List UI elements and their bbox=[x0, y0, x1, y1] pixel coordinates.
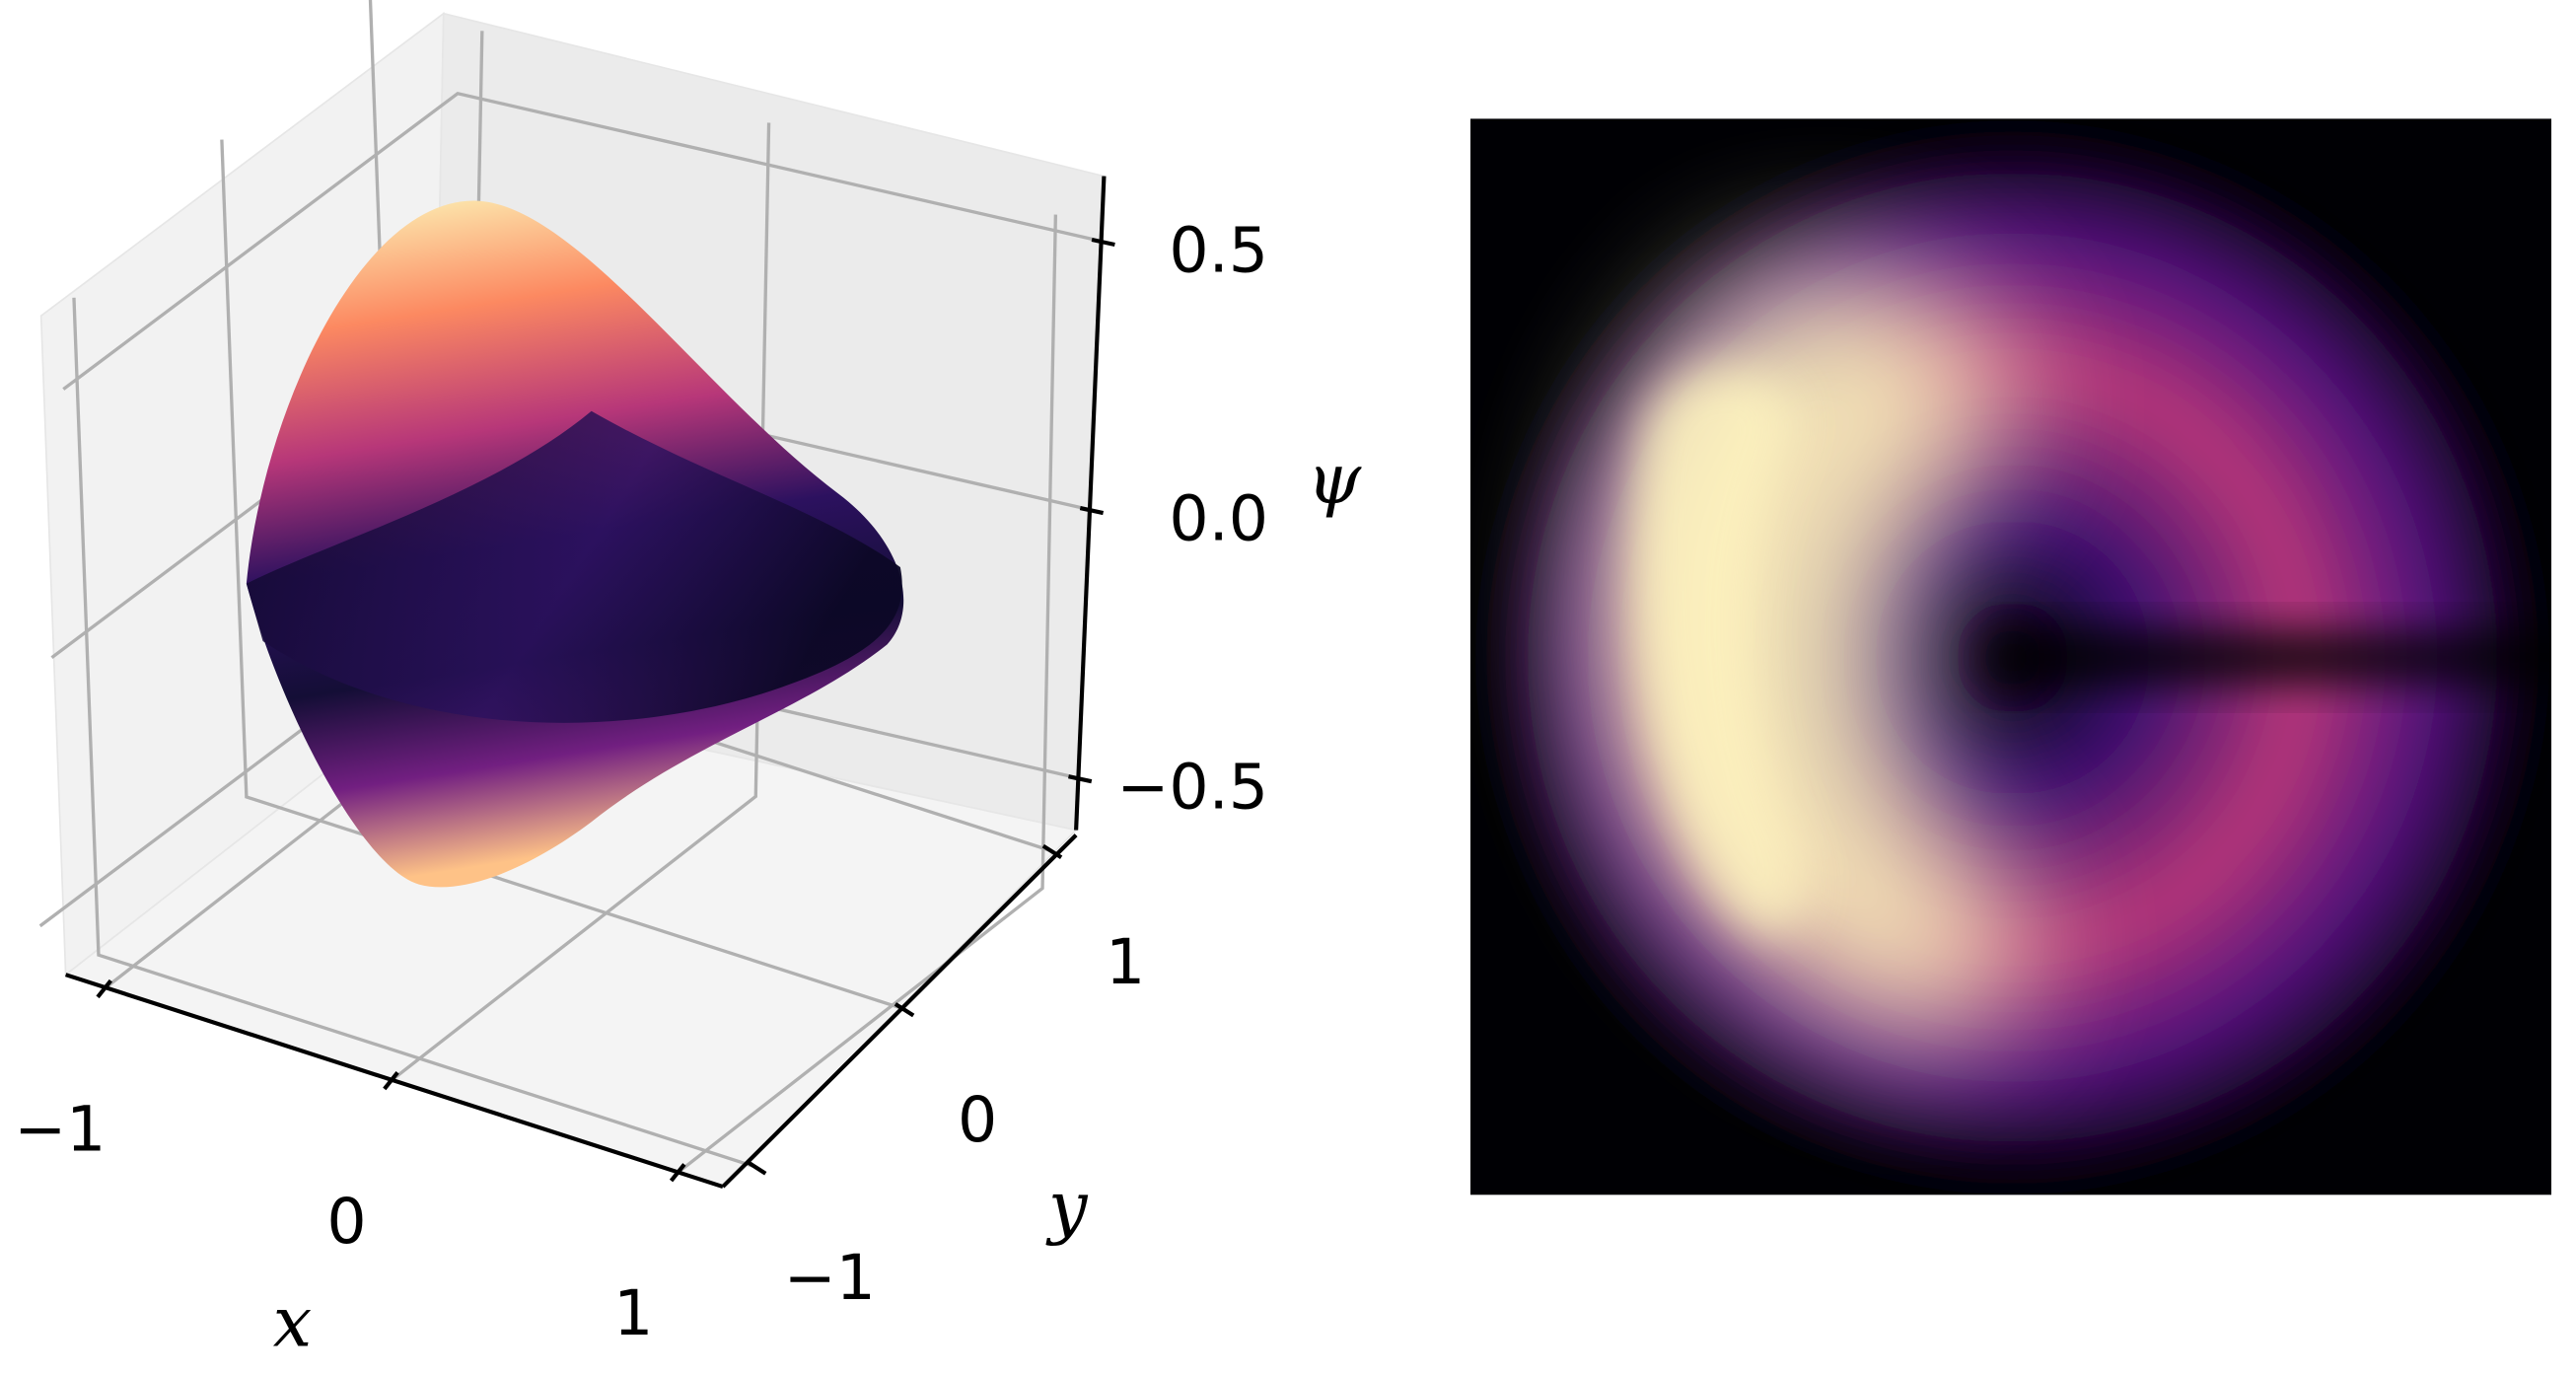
grid-line bbox=[62, 91, 1103, 391]
x-tick-label: −1 bbox=[14, 1093, 106, 1166]
x-tick-label: 0 bbox=[326, 1185, 366, 1258]
axes-3d: −1 0 1 −1 0 1 −0.5 0.0 0.5 bbox=[14, 214, 1268, 1349]
z-tick-label: 0.5 bbox=[1169, 214, 1268, 287]
z-tick-mark bbox=[1068, 774, 1093, 784]
z-axis-label: ψ bbox=[1307, 440, 1362, 520]
y-tick-label: −1 bbox=[784, 1241, 876, 1314]
y-axis-label: y bbox=[1045, 1168, 1089, 1248]
x-tick-mark bbox=[383, 1071, 399, 1091]
heatmap-peak bbox=[1634, 366, 1809, 937]
z-axis-line bbox=[1074, 176, 1107, 831]
grid-line bbox=[677, 214, 1058, 1175]
z-tick-mark bbox=[1091, 237, 1115, 248]
x-tick-mark bbox=[669, 1163, 686, 1183]
grid-line bbox=[390, 122, 771, 1082]
y-tick-label: 1 bbox=[1106, 925, 1145, 998]
z-tick-label: 0.0 bbox=[1169, 482, 1268, 555]
x-tick-mark bbox=[96, 978, 112, 999]
x-axis-label: x bbox=[273, 1282, 312, 1362]
z-tick-mark bbox=[1079, 506, 1105, 516]
z-tick-label: −0.5 bbox=[1116, 751, 1268, 824]
x-axis-line bbox=[64, 973, 724, 1190]
surface-band bbox=[246, 410, 902, 723]
y-tick-mark bbox=[894, 1002, 915, 1018]
y-tick-label: 0 bbox=[958, 1083, 997, 1156]
y-axis-line bbox=[721, 833, 1078, 1189]
y-tick-mark bbox=[746, 1160, 767, 1176]
y-tick-mark bbox=[1041, 843, 1063, 860]
heatmap-cut bbox=[1987, 629, 2552, 686]
x-tick-label: 1 bbox=[613, 1276, 653, 1349]
grid-line bbox=[72, 297, 756, 1169]
surface bbox=[246, 200, 904, 888]
heatmap bbox=[1469, 118, 2552, 1195]
grid-line bbox=[220, 139, 904, 1011]
